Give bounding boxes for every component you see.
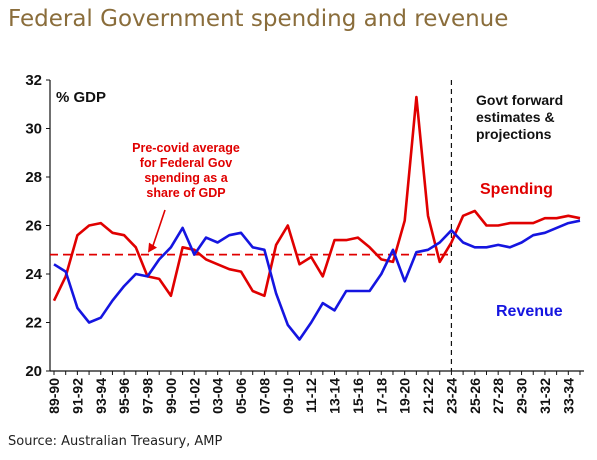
y-tick-label: 20 [25,363,42,380]
x-tick-label: 07-08 [256,378,272,414]
series-label-revenue: Revenue [496,303,563,320]
x-tick-label: 93-94 [93,378,109,414]
precovid-annotation-line: for Federal Gov [140,156,232,170]
y-tick-label: 32 [25,72,42,89]
source-note: Source: Australian Treasury, AMP [8,434,223,449]
forward-estimates-annotation-line: Govt forward [476,92,563,108]
precovid-arrow-shaft [151,209,166,249]
y-tick-label: 24 [25,266,42,283]
y-tick-label: 26 [25,218,42,235]
x-tick-label: 03-04 [210,378,226,414]
y-tick-label: 22 [25,315,42,332]
x-tick-label: 19-20 [397,378,413,414]
precovid-annotation-line: share of GDP [146,186,225,200]
x-tick-label: 95-96 [116,378,132,414]
x-tick-label: 23-24 [443,378,459,414]
precovid-annotation-line: spending as a [144,171,228,185]
series-spending-line [52,95,581,302]
y-axis-label: % GDP [56,89,106,106]
x-tick-label: 17-18 [373,378,389,414]
y-tick-label: 30 [25,121,42,138]
series-revenue-line [53,219,581,341]
x-tick-label: 25-26 [467,378,483,414]
x-tick-label: 97-98 [140,378,156,414]
chart-title: Federal Government spending and revenue [8,6,509,32]
x-tick-label: 01-02 [186,378,202,414]
x-tick-label: 33-34 [560,378,576,414]
x-tick-label: 21-22 [420,378,436,414]
tick-labels: 20 22 24 26 28 30 32 89-90 91-92 93-94 95-96 97-98 9… [25,72,576,414]
x-tick-label: 15-16 [350,378,366,414]
precovid-annotation-line: Pre-covid average [132,141,240,155]
forward-estimates-annotation-line: projections [476,126,552,142]
x-tick-label: 29-30 [514,378,530,414]
x-tick-label: 91-92 [69,378,85,414]
precovid-arrow-head [148,242,157,253]
x-tick-label: 31-32 [537,378,553,414]
x-tick-label: 09-10 [280,378,296,414]
x-tick-label: 89-90 [46,378,62,414]
chart: 20 22 24 26 28 30 32 89-90 91-92 93-94 95-96 97-98 9… [25,72,584,414]
forward-estimates-annotation-line: estimates & [476,109,555,125]
series-lines [50,80,581,371]
series-label-spending: Spending [480,181,553,198]
x-tick-label: 27-28 [490,378,506,414]
axes [46,79,584,375]
x-tick-label: 99-00 [163,378,179,414]
y-tick-label: 28 [25,169,42,186]
x-tick-label: 11-12 [303,378,319,413]
x-tick-label: 13-14 [327,378,343,414]
x-tick-label: 05-06 [233,378,249,414]
